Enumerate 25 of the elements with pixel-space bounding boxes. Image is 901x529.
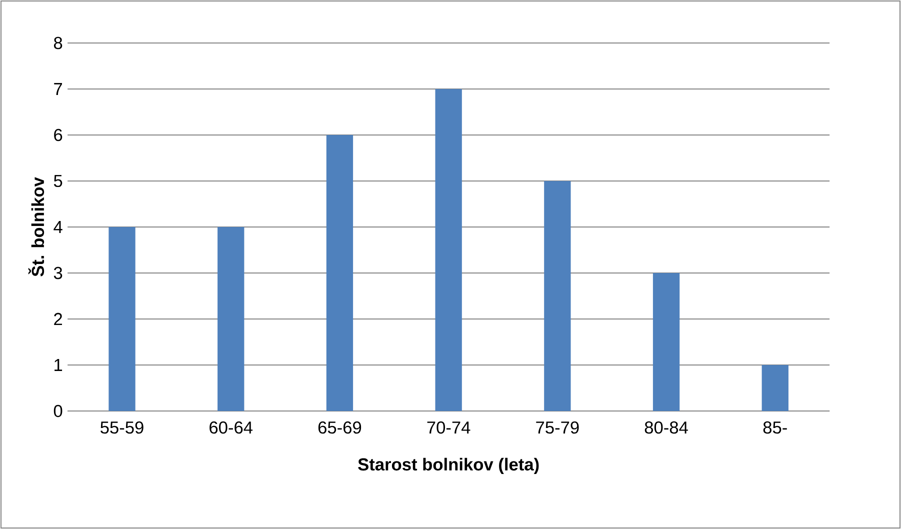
x-tick-label: 85- <box>763 421 787 434</box>
x-tick-label: 70-74 <box>427 421 470 434</box>
y-tick-label: 0 <box>54 404 62 418</box>
y-tick-label: 3 <box>54 266 62 280</box>
bar <box>218 227 244 411</box>
x-tick-label: 55-59 <box>100 421 144 434</box>
y-tick-label: 1 <box>54 359 62 371</box>
y-tick-label: 7 <box>54 83 62 95</box>
y-axis-title: Št. bolnikov <box>28 177 44 276</box>
bar <box>652 272 680 411</box>
y-tick-label: 2 <box>54 312 62 326</box>
x-axis-title: Starost bolnikov (leta) <box>358 458 539 474</box>
x-tick-label: 80-84 <box>644 421 688 434</box>
y-tick-label: 6 <box>54 128 62 142</box>
x-tick-label: 75-79 <box>536 421 579 434</box>
x-tick-label: 65-69 <box>318 421 362 434</box>
bar <box>762 364 788 411</box>
y-tick-label: 8 <box>54 36 62 50</box>
y-tick-label: 4 <box>54 221 62 233</box>
bar <box>326 135 354 411</box>
y-tick-label: 5 <box>54 174 62 188</box>
bar <box>108 227 136 411</box>
bar <box>544 181 571 411</box>
bar <box>435 89 462 411</box>
x-tick-label: 60-64 <box>210 421 253 434</box>
